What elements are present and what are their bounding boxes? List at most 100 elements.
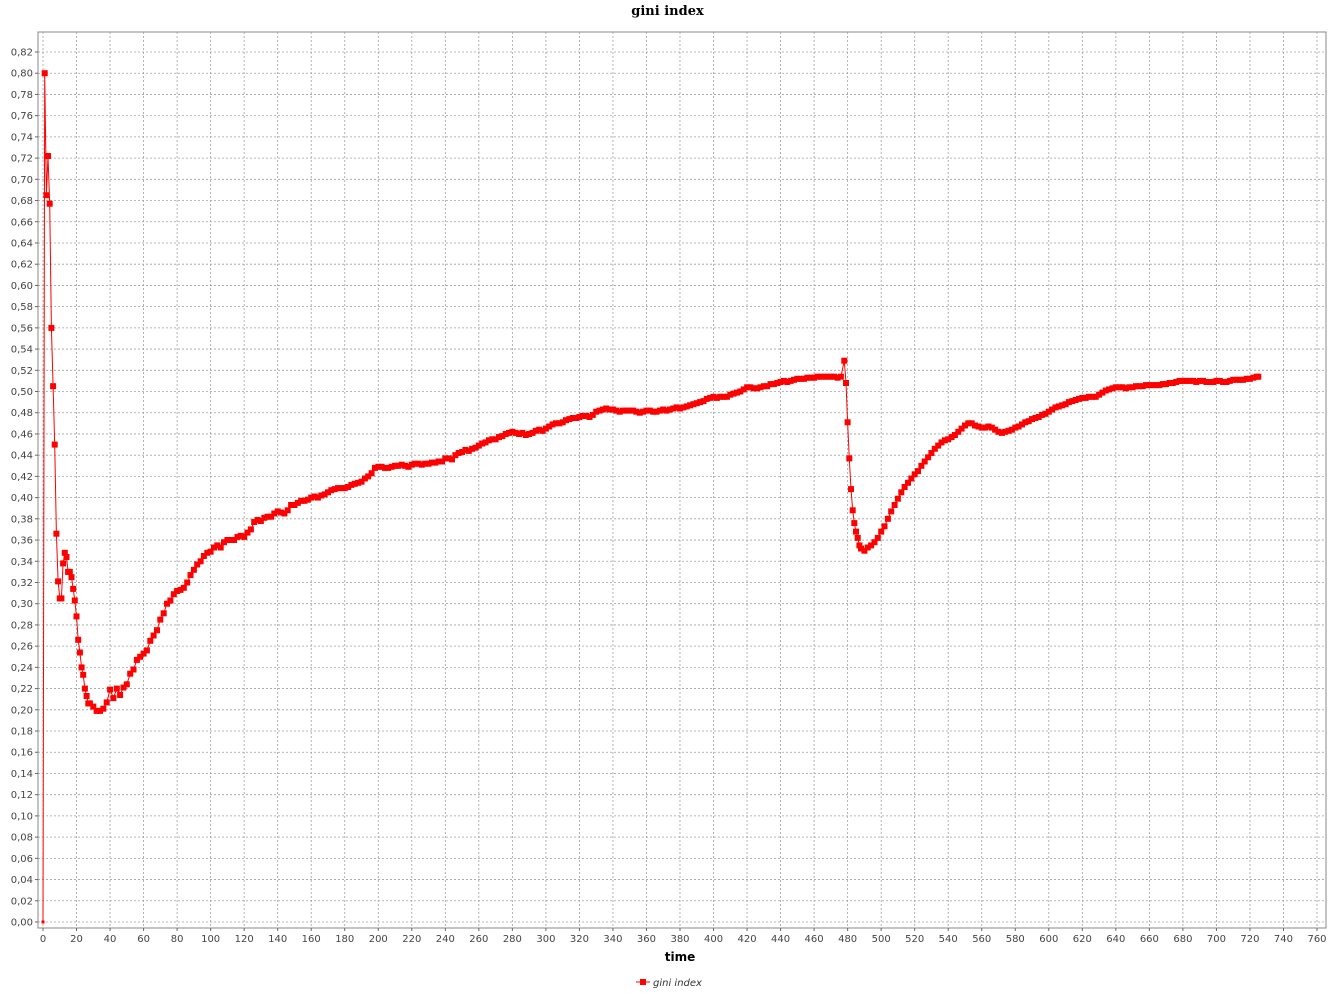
data-point (405, 463, 412, 470)
data-point (972, 422, 978, 429)
x-tick-label: 680 (1173, 934, 1192, 945)
data-point (281, 510, 288, 517)
data-point (197, 558, 204, 565)
data-point (962, 422, 968, 429)
data-point (308, 494, 315, 501)
data-point (78, 664, 85, 671)
data-point (55, 578, 62, 585)
data-point (1099, 389, 1106, 396)
data-point (211, 544, 217, 551)
data-point (1136, 383, 1143, 390)
data-point (1250, 374, 1257, 381)
data-point (53, 530, 60, 537)
y-tick-label: 0,22 (11, 684, 33, 695)
data-point (328, 487, 335, 494)
y-tick-label: 0,20 (11, 705, 33, 716)
data-point (304, 496, 311, 503)
data-point (345, 484, 352, 490)
data-point (231, 537, 238, 543)
data-point (123, 681, 130, 688)
data-point (475, 442, 482, 449)
data-point (1086, 393, 1092, 400)
data-point (636, 409, 643, 416)
data-point (412, 460, 419, 467)
data-point (368, 470, 375, 477)
data-point (849, 507, 856, 514)
y-tick-label: 0,38 (11, 514, 33, 525)
data-point (385, 464, 392, 471)
data-point (465, 447, 472, 454)
data-point (938, 439, 945, 446)
data-point (355, 479, 362, 486)
data-point (51, 441, 58, 448)
data-point (856, 542, 863, 549)
data-point (224, 537, 231, 543)
data-point (117, 692, 124, 698)
data-point (693, 400, 700, 407)
y-tick-label: 0,04 (11, 875, 33, 886)
data-point (553, 420, 559, 427)
y-tick-label: 0,72 (11, 154, 33, 165)
x-tick-label: 620 (1073, 934, 1092, 945)
data-point (1096, 391, 1103, 398)
data-point (184, 579, 191, 586)
data-point (1089, 393, 1096, 400)
data-point (502, 431, 509, 437)
gridlines (38, 32, 1326, 928)
y-tick-label: 0,64 (11, 238, 33, 249)
data-point (301, 497, 308, 504)
x-tick-label: 640 (1106, 934, 1125, 945)
data-point (874, 534, 881, 541)
data-point (1065, 399, 1072, 406)
data-point (261, 514, 268, 521)
data-point (187, 572, 194, 579)
x-tick-label: 380 (670, 934, 689, 945)
data-point (606, 406, 613, 413)
x-tick-label: 480 (838, 934, 857, 945)
data-point (1106, 386, 1113, 393)
x-tick-label: 760 (1307, 934, 1326, 945)
data-point (1133, 383, 1139, 390)
y-tick-label: 0,30 (11, 599, 33, 610)
data-point (1169, 380, 1176, 386)
data-point (338, 485, 345, 492)
data-point (1210, 379, 1217, 385)
y-tick-label: 0,06 (11, 854, 33, 865)
data-point (140, 650, 147, 657)
x-tick-label: 720 (1240, 934, 1259, 945)
data-point (1035, 414, 1042, 420)
data-point (1022, 419, 1029, 426)
data-point (455, 450, 462, 456)
data-point (777, 379, 784, 385)
data-point (1005, 427, 1012, 434)
data-point (227, 537, 234, 543)
data-point (268, 513, 274, 520)
data-point (633, 408, 640, 415)
data-point (174, 588, 181, 594)
data-point (834, 374, 841, 381)
data-point (559, 419, 566, 426)
data-point (97, 707, 103, 714)
data-point (680, 404, 687, 411)
data-point (814, 373, 821, 380)
data-point (257, 518, 264, 524)
data-point (499, 433, 506, 440)
data-point (811, 374, 818, 381)
data-point (50, 383, 57, 390)
data-point (542, 425, 549, 432)
data-point (941, 437, 948, 444)
y-tick-label: 0,16 (11, 748, 33, 759)
x-tick-label: 700 (1207, 934, 1226, 945)
data-point (217, 544, 224, 551)
data-point (1069, 398, 1076, 405)
data-point (804, 374, 811, 381)
data-point (593, 408, 600, 415)
data-point (1203, 379, 1210, 385)
data-point (787, 377, 794, 384)
data-point (365, 473, 372, 480)
data-point (620, 407, 626, 414)
data-point (1109, 385, 1116, 392)
data-point (717, 393, 724, 400)
data-point (375, 463, 382, 470)
